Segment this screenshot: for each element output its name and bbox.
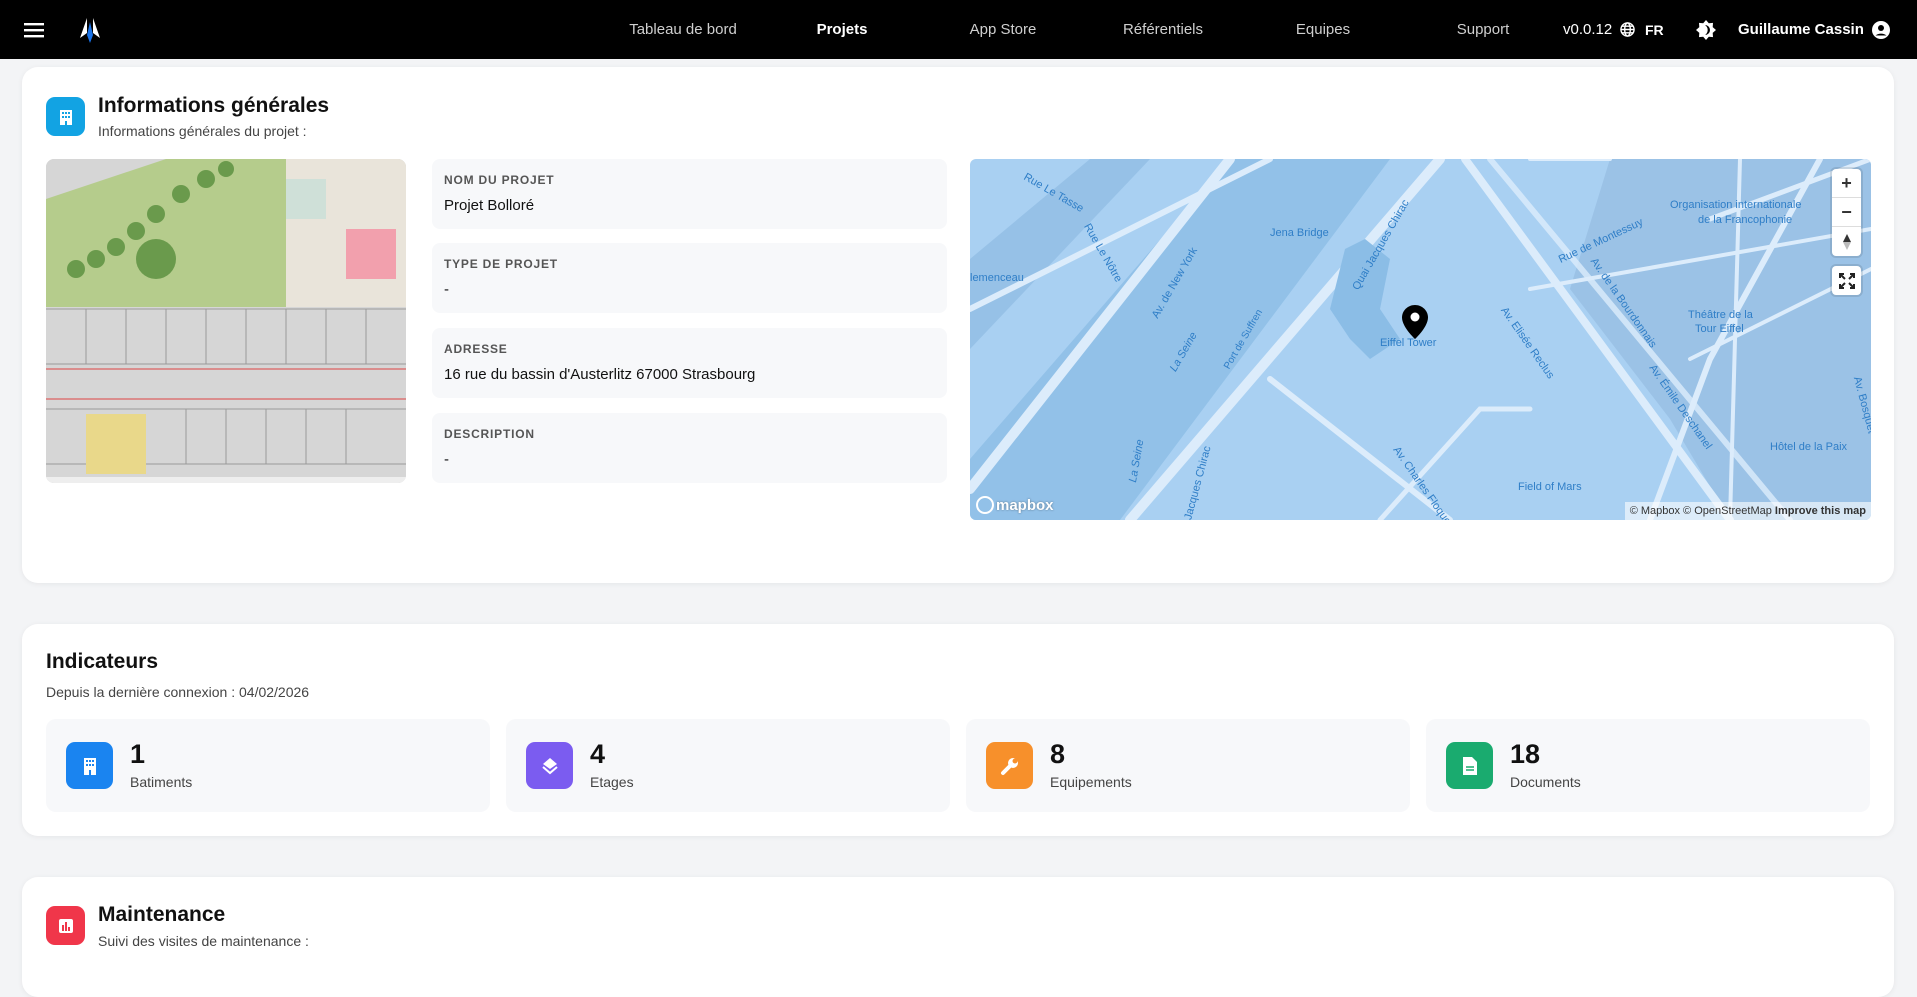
menu-icon[interactable] [24, 0, 44, 59]
indicators-card: Indicateurs Depuis la dernière connexion… [22, 624, 1894, 836]
map-label: Théâtre de la [1688, 309, 1753, 321]
globe-icon[interactable] [1620, 0, 1635, 59]
mapbox-logo[interactable]: mapbox [976, 496, 1054, 514]
stat-label: Equipements [1050, 774, 1132, 790]
field-value: - [444, 451, 449, 468]
stat-documents[interactable]: 18 Documents [1426, 719, 1870, 812]
section-subtitle: Depuis la dernière connexion : 04/02/202… [46, 684, 310, 700]
field-description: DESCRIPTION - [432, 413, 947, 483]
project-map[interactable]: Rue Le Tasse Jena Bridge Quai Jacques Ch… [970, 159, 1871, 520]
stat-equipements[interactable]: 8 Equipements [966, 719, 1410, 812]
maintenance-card: Maintenance Suivi des visites de mainten… [22, 877, 1894, 997]
language-selector[interactable]: FR [1645, 21, 1664, 38]
map-label: lemenceau [970, 272, 1024, 284]
fullscreen-button[interactable] [1832, 266, 1861, 295]
building-icon [66, 742, 113, 789]
map-label: Organisation internationale [1670, 199, 1802, 211]
logo-icon[interactable] [78, 0, 102, 59]
nav-referentiels[interactable]: Référentiels [1122, 21, 1204, 38]
nav-projets[interactable]: Projets [816, 21, 868, 38]
project-plan-image[interactable] [46, 159, 406, 483]
zoom-in-button[interactable]: + [1832, 169, 1861, 198]
stat-value: 4 [590, 739, 606, 769]
map-label: Field of Mars [1518, 481, 1582, 493]
map-label: Hôtel de la Paix [1770, 441, 1848, 453]
location-pin-icon[interactable] [1402, 305, 1428, 344]
field-value: Projet Bolloré [444, 197, 535, 214]
field-project-name: NOM DU PROJET Projet Bolloré [432, 159, 947, 229]
improve-map-link[interactable]: Improve this map [1774, 505, 1866, 517]
stat-value: 18 [1510, 739, 1541, 769]
user-name[interactable]: Guillaume Cassin [1738, 21, 1864, 38]
attribution-text[interactable]: © Mapbox © OpenStreetMap [1629, 505, 1772, 517]
user-account-icon[interactable] [1872, 0, 1890, 59]
field-label: DESCRIPTION [444, 427, 535, 441]
field-value: 16 rue du bassin d'Austerlitz 67000 Stra… [444, 366, 756, 383]
map-zoom-controls: + − [1832, 169, 1861, 256]
map-label: Jena Bridge [1270, 227, 1329, 239]
section-title: Maintenance [98, 903, 226, 926]
field-address: ADRESSE 16 rue du bassin d'Austerlitz 670… [432, 328, 947, 398]
stat-label: Documents [1510, 774, 1581, 790]
stat-label: Batiments [130, 774, 193, 790]
section-subtitle: Suivi des visites de maintenance : [98, 933, 309, 949]
stat-label: Etages [590, 774, 634, 790]
stat-batiments[interactable]: 1 Batiments [46, 719, 490, 812]
field-label: ADRESSE [444, 342, 508, 356]
stat-value: 8 [1050, 739, 1066, 769]
mapbox-logo-text: mapbox [996, 496, 1054, 514]
nav-tableau-de-bord[interactable]: Tableau de bord [629, 21, 737, 38]
field-label: TYPE DE PROJET [444, 257, 558, 271]
nav-support[interactable]: Support [1456, 21, 1510, 38]
map-attribution: © Mapbox © OpenStreetMap Improve this ma… [1624, 502, 1871, 520]
chart-icon [46, 906, 85, 945]
compass-icon[interactable] [1832, 227, 1861, 256]
wrench-icon [986, 742, 1033, 789]
map-label: de la Francophonie [1698, 214, 1793, 226]
field-project-type: TYPE DE PROJET - [432, 243, 947, 313]
stat-value: 1 [130, 739, 146, 769]
top-navbar: Tableau de bord Projets App Store Référe… [0, 0, 1917, 59]
stat-etages[interactable]: 4 Etages [506, 719, 950, 812]
version-label: v0.0.12 [1563, 21, 1613, 38]
field-value: - [444, 281, 449, 298]
section-subtitle: Informations générales du projet : [98, 123, 307, 139]
building-icon [46, 97, 85, 136]
nav-equipes[interactable]: Equipes [1295, 21, 1351, 38]
section-title: Informations générales [98, 94, 330, 117]
map-label: Tour Eiffel [1695, 323, 1744, 335]
nav-app-store[interactable]: App Store [969, 21, 1037, 38]
theme-toggle-icon[interactable] [1695, 0, 1717, 59]
general-info-card: Informations générales Informations géné… [22, 67, 1894, 583]
fullscreen-icon [1832, 266, 1861, 295]
section-title: Indicateurs [46, 650, 159, 673]
map-label: Eiffel Tower [1380, 337, 1437, 349]
field-label: NOM DU PROJET [444, 173, 555, 187]
document-icon [1446, 742, 1493, 789]
layers-icon [526, 742, 573, 789]
zoom-out-button[interactable]: − [1832, 198, 1861, 227]
